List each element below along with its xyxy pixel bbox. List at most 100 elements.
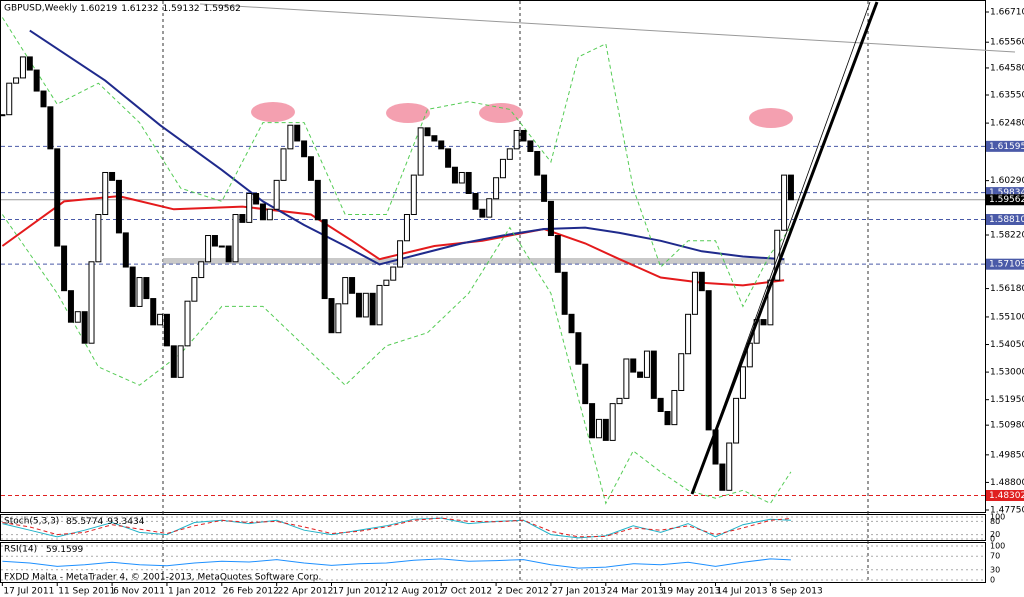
stoch-panel xyxy=(0,514,986,541)
candle xyxy=(520,129,527,142)
candle xyxy=(54,148,61,247)
candle xyxy=(355,292,362,318)
candle xyxy=(335,303,342,334)
candle xyxy=(589,403,596,439)
candle xyxy=(294,124,301,142)
main-panel xyxy=(0,0,986,513)
x-tick-label: 24 Mar 2013 xyxy=(607,587,664,597)
overlay xyxy=(690,1,879,495)
trend-line xyxy=(690,1,879,495)
candle xyxy=(376,284,383,326)
candle xyxy=(74,311,81,323)
candle xyxy=(472,192,479,210)
candle xyxy=(397,240,404,268)
candle xyxy=(253,192,260,205)
candle xyxy=(115,179,122,234)
candle xyxy=(321,219,328,300)
sub-tick-label: 80 xyxy=(990,517,1000,526)
y-tick-label: 1.50980 xyxy=(990,421,1024,431)
candle xyxy=(733,397,740,444)
candle xyxy=(671,389,678,426)
candle xyxy=(403,214,410,242)
candle xyxy=(630,358,637,373)
candle xyxy=(554,235,561,273)
level-label: 1.61595 xyxy=(989,142,1024,152)
sub-tick-label: 100 xyxy=(990,542,1005,551)
candle xyxy=(273,179,280,210)
x-tick-label: 17 Jul 2011 xyxy=(3,587,54,597)
candle xyxy=(40,90,47,108)
header-value: 59.1599 xyxy=(46,545,83,555)
x-tick-label: 26 Feb 2012 xyxy=(223,587,279,597)
candle xyxy=(705,290,712,431)
candle xyxy=(81,311,88,344)
candle xyxy=(575,332,582,365)
candle xyxy=(225,245,232,263)
candle xyxy=(170,345,177,378)
candle xyxy=(465,171,472,194)
candle xyxy=(6,82,13,116)
y-tick-label: 1.65560 xyxy=(990,38,1024,48)
candle xyxy=(451,166,458,184)
candle xyxy=(657,397,664,413)
rsi-header: 59.1599 xyxy=(46,545,83,555)
candle xyxy=(643,350,650,378)
indicator-line xyxy=(2,517,791,539)
candle xyxy=(541,174,548,202)
layout xyxy=(0,0,1016,583)
candle xyxy=(513,129,520,150)
candle xyxy=(109,171,116,181)
y-tick-label: 1.63550 xyxy=(990,91,1024,101)
ohlc-header: 1.60219 1.61232 1.59132 1.59562 xyxy=(80,4,241,14)
x-tick-label: 7 Oct 2012 xyxy=(442,587,492,597)
header-value: 1.61232 xyxy=(121,4,158,14)
candle xyxy=(239,214,246,223)
candle xyxy=(582,363,589,405)
candle xyxy=(122,232,129,268)
candle xyxy=(595,418,602,439)
level-box xyxy=(986,140,1024,152)
candle xyxy=(760,319,767,326)
plot: 1.66710 1.65560 1.64580 1.63550 1.62480 1.602… xyxy=(0,8,1024,597)
x-tick-label: 11 Sep 2011 xyxy=(58,587,115,597)
peak-highlight xyxy=(479,103,523,123)
candle xyxy=(369,292,376,326)
candle xyxy=(664,411,671,426)
indicator-line xyxy=(29,29,785,266)
candle xyxy=(184,300,191,347)
candle xyxy=(698,271,705,292)
sub-tick-label: 20 xyxy=(990,530,1000,539)
header-value: 1.59562 xyxy=(204,4,241,14)
candle xyxy=(232,214,239,263)
candle xyxy=(191,277,198,302)
x-tick-label: 2 Dec 2012 xyxy=(497,587,549,597)
stoch-title: Stoch(5,3,3) xyxy=(4,517,59,527)
candle xyxy=(431,135,438,142)
footer: FXDD Malta - MetaTrader 4, © 2001-2013, … xyxy=(4,573,321,583)
candle xyxy=(205,235,212,263)
candle xyxy=(719,463,726,491)
candle xyxy=(650,350,657,399)
candle xyxy=(506,148,513,160)
candle xyxy=(685,313,692,355)
candle xyxy=(787,174,794,201)
candle xyxy=(438,140,445,150)
header-value: 93.3434 xyxy=(107,517,144,527)
header-value: 1.60219 xyxy=(80,4,117,14)
candle xyxy=(424,127,431,137)
candle xyxy=(47,106,54,150)
candle xyxy=(390,266,397,281)
candle xyxy=(726,442,733,491)
rsi-title: RSI(14) xyxy=(4,545,37,555)
candle xyxy=(198,261,205,279)
candle xyxy=(280,148,287,181)
candle xyxy=(287,124,294,150)
y-tick-label: 1.47750 xyxy=(990,506,1024,516)
x-tick-label: 8 Sep 2013 xyxy=(771,587,822,597)
candle xyxy=(383,279,390,286)
support-zone xyxy=(163,258,785,264)
candle xyxy=(88,261,95,344)
candle xyxy=(19,56,26,79)
level-label: 1.48302 xyxy=(989,491,1024,501)
stoch-header: 85.5774 93.3434 xyxy=(66,517,145,527)
